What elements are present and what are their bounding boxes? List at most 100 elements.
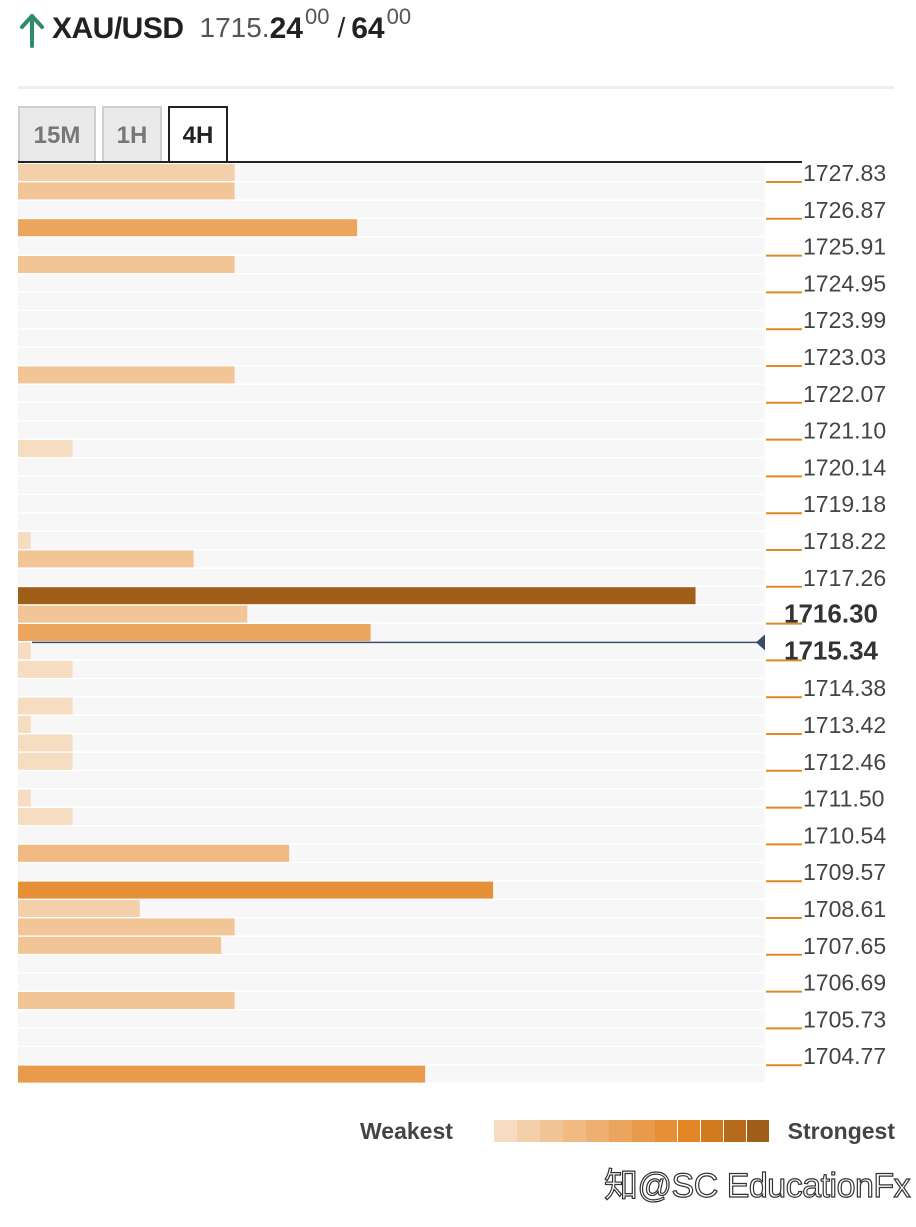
ask-big: 64	[351, 12, 385, 45]
level-bar-upper	[18, 752, 73, 770]
level-bar-upper	[18, 900, 140, 917]
level-bar	[18, 587, 696, 605]
watermark: 知@SC EducationFx	[603, 1166, 911, 1205]
row-stripe	[18, 421, 765, 439]
level-bar	[18, 808, 73, 825]
row-stripe	[18, 200, 765, 218]
row-stripe	[18, 734, 765, 752]
row-stripe	[18, 476, 765, 494]
instrument-symbol: XAU/USD	[52, 12, 184, 45]
row-stripe	[18, 1047, 765, 1065]
row-stripe	[18, 752, 765, 770]
level-bar-upper	[18, 605, 248, 623]
row-stripe	[18, 808, 765, 825]
legend-swatch	[746, 1120, 770, 1142]
price-label: 1713.42	[803, 712, 886, 738]
bid-sup: 00	[304, 4, 330, 29]
price-label: 1704.77	[803, 1043, 886, 1069]
legend-swatch	[516, 1120, 540, 1142]
row-stripe	[18, 973, 765, 991]
price-label: 1707.65	[803, 933, 886, 959]
row-stripe	[18, 1028, 765, 1046]
price-label: 1712.46	[803, 749, 886, 775]
price-label: 1721.10	[803, 418, 886, 444]
price-label: 1714.38	[803, 675, 886, 701]
tab-15m[interactable]: 15M	[18, 106, 96, 163]
level-bar-upper	[18, 164, 235, 181]
legend-swatch	[585, 1120, 609, 1142]
row-stripe	[18, 568, 765, 586]
price-label: 1719.18	[803, 491, 886, 517]
price-label: 1727.83	[803, 160, 886, 186]
price-label: 1706.69	[803, 970, 886, 996]
level-bar	[18, 918, 235, 936]
price-label: 1723.03	[803, 344, 886, 370]
price-label: 1709.57	[803, 859, 886, 885]
level-bar-upper	[18, 936, 222, 954]
level-bar-upper	[18, 532, 31, 549]
row-stripe	[18, 458, 765, 476]
level-bar-upper	[18, 642, 31, 660]
row-stripe	[18, 642, 765, 660]
tab-4h[interactable]: 4H	[168, 106, 228, 163]
level-bar	[18, 366, 235, 384]
row-stripe	[18, 532, 765, 549]
header-divider	[18, 86, 894, 89]
legend-swatch	[677, 1120, 701, 1142]
price-label: 1723.99	[803, 307, 886, 333]
level-bar	[18, 624, 371, 641]
row-stripe	[18, 1010, 765, 1028]
row-stripe	[18, 440, 765, 457]
price-label: 1720.14	[803, 454, 886, 480]
level-bar	[18, 256, 235, 273]
legend-weakest-label: Weakest	[360, 1118, 453, 1144]
row-stripe	[18, 716, 765, 733]
tab-1h[interactable]: 1H	[102, 106, 162, 163]
legend-strongest-label: Strongest	[787, 1118, 895, 1144]
price-label: 1718.22	[803, 528, 886, 554]
price-prefix: 1715.	[199, 12, 270, 43]
price-label: 1726.87	[803, 197, 886, 223]
row-stripe	[18, 274, 765, 292]
price-separator: /	[337, 12, 346, 43]
row-stripe	[18, 660, 765, 678]
row-stripe	[18, 900, 765, 917]
row-stripe	[18, 237, 765, 255]
level-bar	[18, 182, 235, 200]
row-stripe	[18, 329, 765, 347]
legend-swatches	[494, 1120, 770, 1142]
row-stripe	[18, 348, 765, 365]
row-stripe	[18, 771, 765, 789]
price-label: 1715.34	[784, 635, 879, 665]
level-bar	[18, 440, 73, 457]
strength-legend: Weakest Strongest	[360, 1112, 895, 1152]
legend-swatch	[608, 1120, 632, 1142]
timeframe-tabs: 15M 1H 4H	[18, 106, 234, 163]
row-stripe	[18, 550, 765, 568]
tabs-underline	[18, 161, 802, 163]
current-price-marker	[756, 634, 765, 651]
legend-swatch	[494, 1120, 517, 1142]
row-stripe	[18, 311, 765, 329]
price-label: 1705.73	[803, 1006, 886, 1032]
row-stripe	[18, 826, 765, 844]
row-stripe	[18, 403, 765, 421]
row-stripe	[18, 292, 765, 310]
level-bar-upper	[18, 789, 31, 807]
bid-big: 24	[269, 12, 303, 45]
level-bar	[18, 219, 358, 237]
row-stripe	[18, 863, 765, 881]
level-bar	[18, 992, 235, 1009]
level-bar	[18, 660, 73, 678]
row-stripe	[18, 384, 765, 402]
row-stripe	[18, 955, 765, 973]
price-label: 1717.26	[803, 565, 886, 591]
instrument-header: XAU/USD 1715. 24 00 / 64 00	[18, 4, 413, 52]
level-bar	[18, 1065, 426, 1083]
level-bar	[18, 697, 73, 715]
quote-price: 1715. 24 00 / 64 00	[199, 4, 414, 46]
price-label: 1711.50	[803, 786, 884, 812]
arrow-up-icon	[20, 14, 44, 48]
level-bar	[18, 844, 290, 862]
